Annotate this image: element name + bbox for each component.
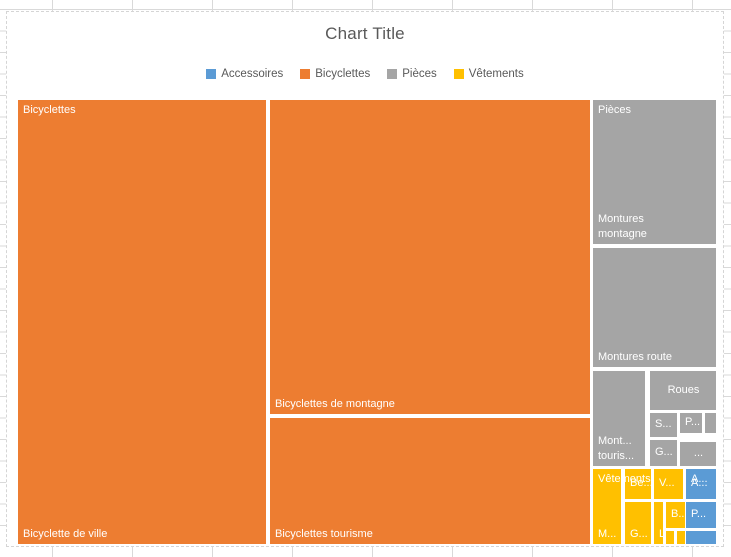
treemap-cell-b[interactable]: B... bbox=[666, 502, 688, 528]
cell-label: V... bbox=[659, 477, 675, 490]
treemap-cell-be[interactable]: Be... bbox=[625, 469, 653, 499]
treemap-cell-bicyclette-de-ville[interactable]: Bicyclettes Bicyclette de ville bbox=[18, 100, 266, 544]
legend-item-accessoires[interactable]: Accessoires bbox=[206, 68, 283, 80]
treemap-cell-l[interactable]: L... bbox=[654, 502, 674, 544]
chart-title[interactable]: Chart Title bbox=[325, 24, 405, 43]
cell-label: P... bbox=[691, 508, 707, 521]
legend-swatch-icon bbox=[206, 69, 217, 79]
treemap-cell-v-tements[interactable] bbox=[677, 531, 685, 544]
legend-label: Vêtements bbox=[468, 68, 524, 80]
treemap-cell-accessoires[interactable] bbox=[686, 531, 716, 544]
chart-legend: Accessoires Bicyclettes Pièces Vêtements bbox=[7, 68, 723, 80]
category-label-a: A... bbox=[691, 473, 708, 485]
legend-label: Accessoires bbox=[221, 68, 284, 80]
cell-label: Bicyclette de ville bbox=[23, 527, 108, 540]
legend-swatch-icon bbox=[387, 69, 398, 79]
legend-swatch-icon bbox=[300, 69, 311, 79]
legend-swatch-icon bbox=[453, 69, 464, 79]
legend-item-v-tements[interactable]: Vêtements bbox=[453, 68, 524, 80]
treemap-cell-pi-ces[interactable] bbox=[705, 413, 716, 433]
treemap-plot-area: Bicyclettes Bicyclette de ville Bicyclette… bbox=[18, 100, 716, 545]
treemap-cell-s[interactable]: S... bbox=[650, 413, 677, 437]
treemap-cell-montures-montagne[interactable]: Pièces Montures montagne bbox=[593, 100, 716, 244]
treemap-cell-p[interactable]: P... bbox=[680, 413, 702, 433]
cell-label: Bicyclettes de montagne bbox=[275, 397, 395, 410]
cell-label: Montures montagne bbox=[598, 213, 647, 240]
cell-label: Roues bbox=[667, 383, 700, 396]
cell-label: Mont... touris... bbox=[598, 435, 635, 462]
treemap-cell-bicyclettes-de-montagne[interactable]: Bicyclettes de montagne bbox=[270, 100, 590, 414]
treemap-cell-montures-route[interactable]: Montures route bbox=[593, 248, 716, 367]
legend-item-bicyclettes[interactable]: Bicyclettes bbox=[300, 68, 370, 80]
legend-item-pi-ces[interactable]: Pièces bbox=[387, 68, 437, 80]
treemap-cell-roues[interactable]: Roues bbox=[650, 371, 716, 410]
cell-label: G... bbox=[630, 527, 648, 540]
cell-label: M... bbox=[598, 527, 617, 540]
treemap-cell-m[interactable]: Vêtements M... bbox=[593, 469, 651, 544]
treemap-cell-bicyclettes-tourisme[interactable]: Bicyclettes tourisme bbox=[270, 418, 590, 544]
cell-label: S... bbox=[655, 418, 672, 431]
chart-canvas[interactable]: Chart Title Accessoires Bicyclettes Pièces… bbox=[6, 11, 724, 547]
category-label-bicyclettes: Bicyclettes bbox=[23, 104, 76, 116]
cell-label: Be... bbox=[630, 477, 653, 490]
legend-label: Bicyclettes bbox=[315, 68, 371, 80]
treemap-cell-unlabeled[interactable]: ... bbox=[680, 442, 716, 466]
cell-label: ... bbox=[693, 447, 704, 460]
cell-label: P... bbox=[685, 416, 701, 429]
category-label-pi-ces: Pièces bbox=[598, 104, 632, 116]
treemap-cell-a[interactable]: A... A... bbox=[686, 469, 716, 499]
cell-label: A... bbox=[691, 477, 708, 489]
cell-label: G... bbox=[655, 446, 673, 459]
treemap-cell-p[interactable]: P... bbox=[686, 502, 716, 528]
legend-label: Pièces bbox=[402, 68, 437, 80]
treemap-cell-mont-touris[interactable]: Mont... touris... bbox=[593, 371, 645, 466]
treemap-cell-g[interactable]: G... bbox=[625, 502, 651, 544]
cell-label: Montures route bbox=[598, 350, 672, 363]
treemap-cell-v[interactable]: V... bbox=[654, 469, 683, 499]
cell-label: Bicyclettes tourisme bbox=[275, 527, 373, 540]
treemap-cell-g[interactable]: G... bbox=[650, 440, 677, 466]
treemap-cell-v-tements[interactable] bbox=[666, 531, 674, 544]
